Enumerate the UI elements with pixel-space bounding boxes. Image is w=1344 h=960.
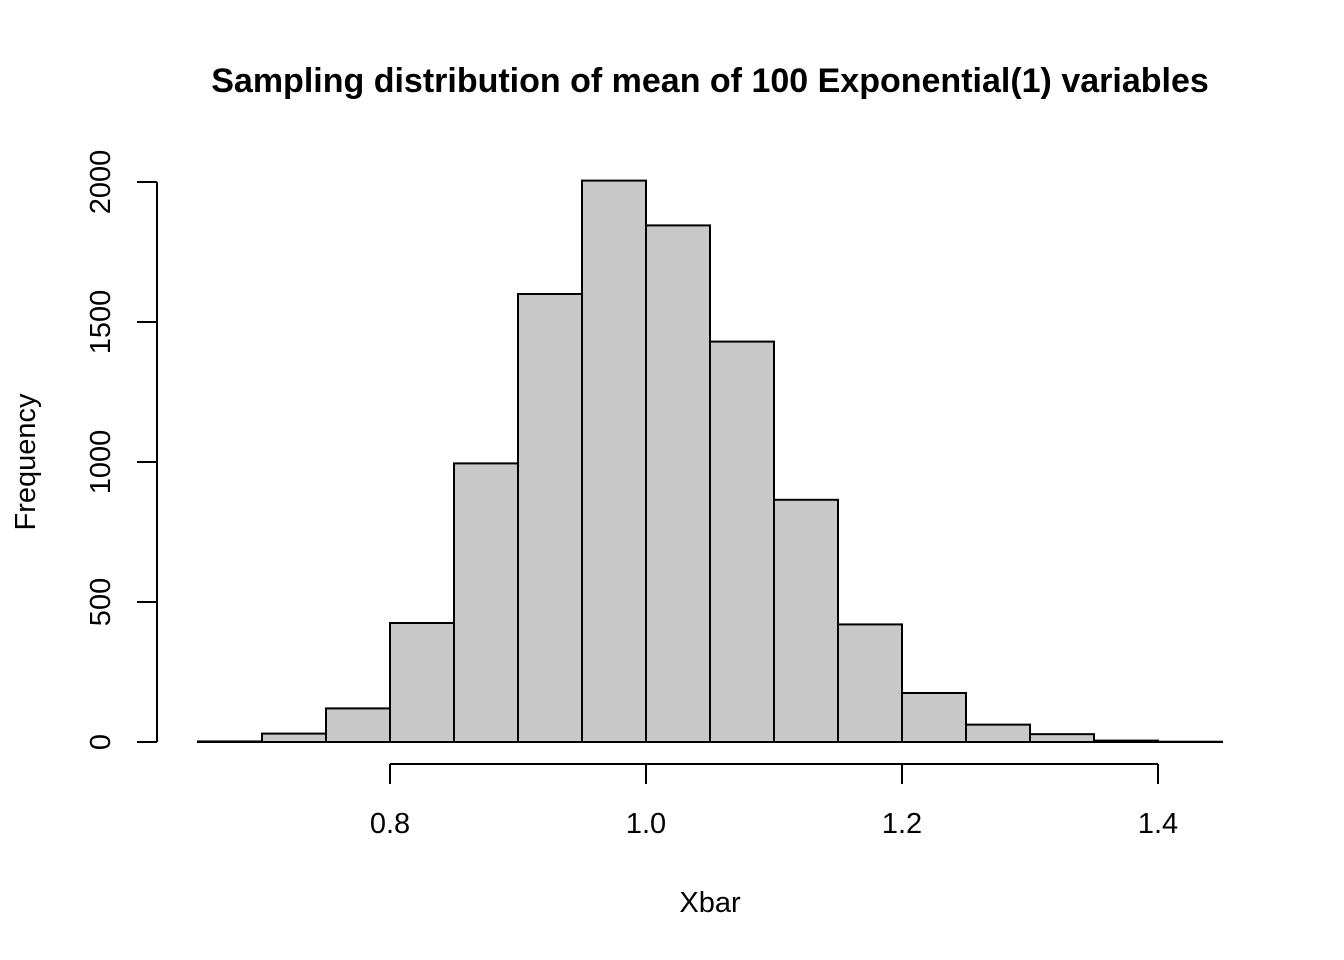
histogram-bar <box>325 707 391 744</box>
histogram-bar <box>901 692 967 743</box>
histogram-bar <box>645 224 711 743</box>
y-tick-label: 1500 <box>85 290 117 355</box>
histogram-bar <box>1093 739 1159 743</box>
x-tick-label: 1.2 <box>882 808 922 840</box>
histogram-bar <box>389 622 455 743</box>
y-tick-label: 2000 <box>85 150 117 215</box>
x-tick-label: 1.0 <box>626 808 666 840</box>
histogram-bar <box>453 462 519 743</box>
histogram-bar <box>837 623 903 744</box>
chart-title: Sampling distribution of mean of 100 Exp… <box>211 62 1209 100</box>
histogram-bar <box>1029 733 1095 743</box>
y-tick-label: 0 <box>85 734 117 750</box>
histogram-bar <box>517 293 583 743</box>
bars-group <box>197 179 1223 744</box>
histogram-bar <box>773 498 839 743</box>
y-tick-label: 500 <box>85 578 117 626</box>
y-tick-label: 1000 <box>85 430 117 495</box>
histogram-bar <box>965 723 1031 744</box>
histogram-bar <box>261 732 327 743</box>
y-axis-label: Frequency <box>10 393 42 531</box>
histogram-bar <box>581 179 647 744</box>
x-tick-label: 0.8 <box>370 808 410 840</box>
x-tick-label: 1.4 <box>1138 808 1178 840</box>
x-axis-label: Xbar <box>679 887 741 919</box>
x-axis: 0.8 1.0 1.2 1.4 <box>370 763 1178 840</box>
histogram-bar <box>197 740 263 744</box>
histogram-bar <box>709 340 775 743</box>
y-axis: 0 500 1000 1500 2000 <box>85 150 158 750</box>
